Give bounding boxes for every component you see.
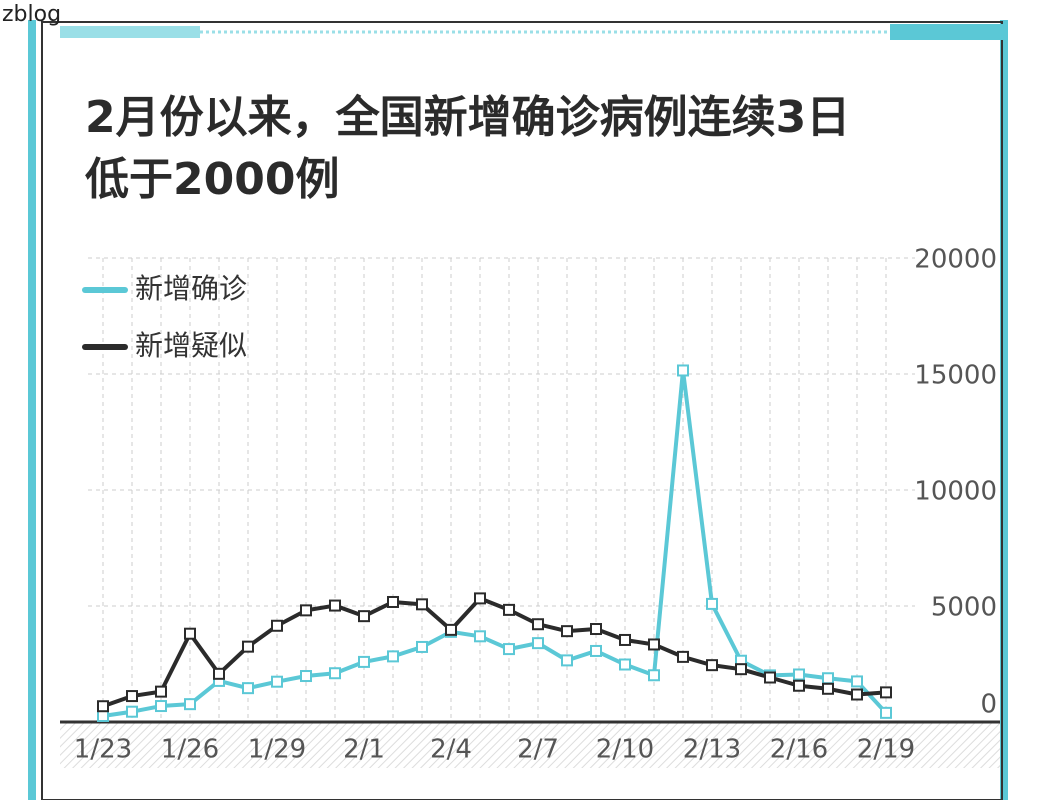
chart-title: 2月份以来，全国新增确诊病例连续3日 [85,92,850,143]
frame-right [1000,20,1008,800]
axis-strip [60,722,1000,768]
point [764,671,776,684]
point [677,364,689,377]
point [648,669,660,682]
point [416,598,428,611]
point [358,610,370,623]
point [619,658,631,671]
point [532,618,544,631]
point [329,599,341,612]
x-tick-label: 2/10 [596,735,654,765]
point [213,667,225,680]
x-tick-label: 1/26 [161,735,219,765]
y-tick-label: 15000 [914,361,997,391]
y-tick-label: 5000 [931,593,997,623]
point [503,603,515,616]
point [822,682,834,695]
point [184,698,196,711]
frame-inner [41,21,1003,800]
x-tick-label: 2/19 [857,735,915,765]
point [561,625,573,638]
point [880,686,892,699]
point [416,640,428,653]
y-tick-label: 0 [980,690,997,720]
point [300,670,312,683]
x-tick-label: 2/16 [770,735,828,765]
point [300,604,312,617]
point [387,595,399,608]
point [793,668,805,681]
point [242,640,254,653]
watermark: zblog [2,2,61,27]
x-tick-label: 2/13 [683,735,741,765]
point [97,700,109,713]
x-tick-label: 1/29 [248,735,306,765]
point [851,688,863,701]
point [126,690,138,703]
point [358,655,370,668]
legend-label: 新增疑似 [135,329,247,362]
point [532,637,544,650]
x-tick-label: 2/7 [517,735,559,765]
x-tick-label: 1/23 [74,735,132,765]
y-tick-label: 20000 [914,245,997,275]
point [271,619,283,632]
chart-title: 低于2000例 [85,154,339,205]
point [590,623,602,636]
point [271,675,283,688]
point [619,633,631,646]
deco-bar [60,26,200,38]
point [880,706,892,719]
series-line [102,368,888,718]
point [242,682,254,695]
point [474,592,486,605]
point [97,709,109,722]
point [503,643,515,656]
point [590,644,602,657]
point [561,654,573,667]
point [793,679,805,692]
point [387,650,399,663]
frame-left [28,20,36,800]
x-tick-label: 2/1 [343,735,385,765]
point [735,663,747,676]
point [184,627,196,640]
point [474,630,486,643]
series-line [102,596,887,709]
y-tick-label: 10000 [914,477,997,507]
point [155,700,167,713]
deco-bar [890,24,1005,40]
point [851,675,863,688]
point [648,638,660,651]
point [822,672,834,685]
point [706,659,718,672]
point [677,650,689,663]
legend-label: 新增确诊 [135,272,247,305]
point [329,667,341,680]
point [706,597,718,610]
point [445,623,457,636]
point [155,685,167,698]
point [126,705,138,718]
x-tick-label: 2/4 [430,735,472,765]
